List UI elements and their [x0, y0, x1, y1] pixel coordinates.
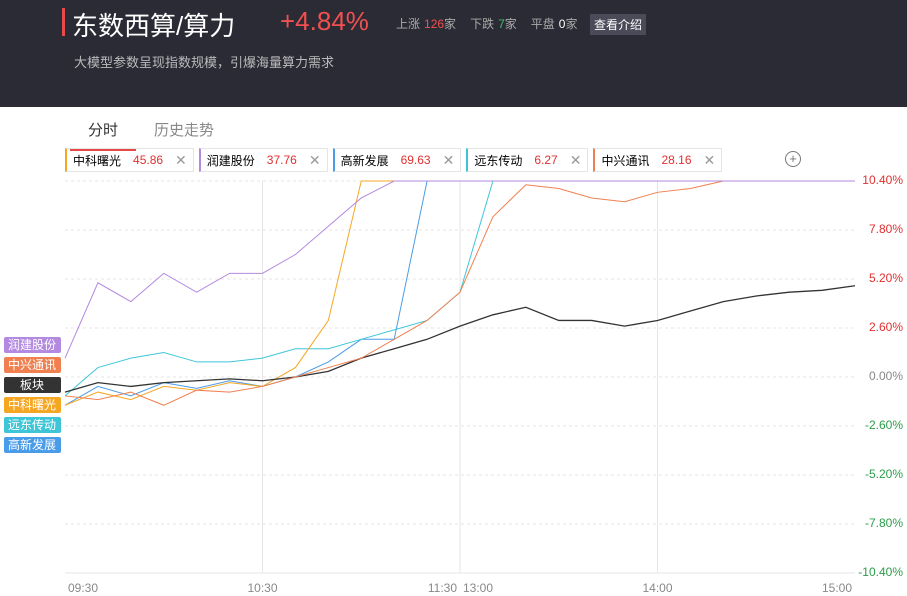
stock-name: 远东传动	[474, 153, 523, 168]
stat-label: 下跌	[470, 17, 495, 31]
stat-count: 126	[424, 17, 445, 31]
y-tick-label: 2.60%	[869, 320, 903, 334]
stat-unit: 家	[565, 17, 578, 31]
stock-chip[interactable]: 中科曙光 45.86 ✕	[65, 148, 194, 172]
stock-chip[interactable]: 中兴通讯 28.16 ✕	[593, 148, 723, 172]
x-tick-label: 11:30	[428, 581, 457, 595]
stock-price: 45.86	[133, 153, 164, 167]
close-icon[interactable]: ✕	[703, 151, 716, 168]
close-icon[interactable]: ✕	[308, 151, 321, 168]
y-tick-label: 10.40%	[862, 173, 903, 187]
change: +4.84%	[280, 6, 369, 36]
stat-label: 上涨	[396, 17, 421, 31]
stock-chip[interactable]: 远东传动 6.27 ✕	[466, 148, 589, 172]
series-tag-label: 中兴通讯	[8, 357, 56, 372]
series-tag	[4, 397, 61, 413]
intro-button[interactable]: 查看介绍	[590, 14, 647, 35]
stat: 下跌 7家	[470, 15, 517, 32]
stock-name: 高新发展	[340, 153, 389, 168]
close-icon[interactable]: ✕	[442, 151, 455, 168]
stock-chip[interactable]: 高新发展 69.63 ✕	[332, 148, 462, 172]
stock-price: 6.27	[534, 153, 558, 167]
subtitle: 大模型参数呈现指数规模，引爆海量算力需求	[74, 55, 335, 70]
x-tick-label: 14:00	[642, 581, 672, 595]
stock-price: 69.63	[400, 153, 431, 167]
tabs: 分时 历史走势	[70, 117, 232, 151]
series-tag-label: 润建股份	[8, 338, 56, 352]
series-tag	[4, 377, 61, 393]
stats: 上涨 126家 下跌 7家 平盘 0家	[396, 15, 578, 32]
series-tag-label: 板块	[20, 378, 44, 392]
accent	[62, 8, 65, 36]
tab[interactable]: 历史走势	[154, 122, 215, 139]
y-tick-label: -10.40%	[858, 565, 903, 579]
series-line	[64, 285, 856, 393]
y-tick-label: 0.00%	[869, 369, 903, 383]
y-tick-label: -5.20%	[865, 467, 903, 481]
close-icon[interactable]: ✕	[569, 151, 582, 168]
stock-name: 中兴通讯	[601, 153, 650, 168]
series-tag	[4, 337, 61, 353]
tab[interactable]: 分时	[70, 117, 137, 151]
series-tag-label: 中科曙光	[8, 397, 56, 412]
y-tick-label: -2.60%	[865, 418, 903, 432]
stat-unit: 家	[504, 17, 517, 31]
stat: 平盘 0家	[531, 15, 578, 32]
series-tag	[4, 417, 61, 433]
stat-count: 0	[558, 17, 566, 31]
close-icon[interactable]: ✕	[175, 151, 187, 168]
stat-count: 7	[498, 17, 505, 31]
x-tick-label: 15:00	[822, 581, 852, 595]
title: 东数西算/算力	[72, 11, 236, 41]
stock-price: 37.76	[266, 153, 297, 167]
stat: 上涨 126家	[396, 15, 456, 32]
series-tag-label: 远东传动	[8, 417, 56, 432]
y-tick-label: -7.80%	[865, 516, 903, 530]
series-tag	[4, 437, 61, 453]
series-tag-label: 高新发展	[8, 437, 56, 452]
stock-chips: 中科曙光 45.86 ✕ 润建股份 37.76 ✕ 高新发展 69.63 ✕ 远东传动 6.27 ✕ 中…	[65, 148, 723, 172]
header: 东数西算/算力 +4.84% 上涨 126家 下跌 7家 平盘 0家 查看介绍 大模型参数…	[0, 0, 907, 107]
stock-name: 润建股份	[206, 153, 255, 168]
x-tick-label: 10:30	[247, 581, 277, 595]
series-tag	[4, 357, 61, 373]
series-line	[64, 180, 855, 359]
stock-chip[interactable]: 润建股份 37.76 ✕	[198, 148, 328, 172]
stat-unit: 家	[444, 17, 457, 31]
stock-name: 中科曙光	[73, 153, 122, 168]
stock-price: 28.16	[661, 153, 692, 167]
x-tick-label: 13:00	[463, 581, 493, 595]
y-tick-label: 7.80%	[869, 222, 903, 236]
y-tick-label: 5.20%	[869, 271, 903, 285]
stat-label: 平盘	[530, 17, 555, 31]
add-button[interactable]: +	[785, 151, 801, 167]
x-tick-label: 09:30	[68, 581, 98, 595]
